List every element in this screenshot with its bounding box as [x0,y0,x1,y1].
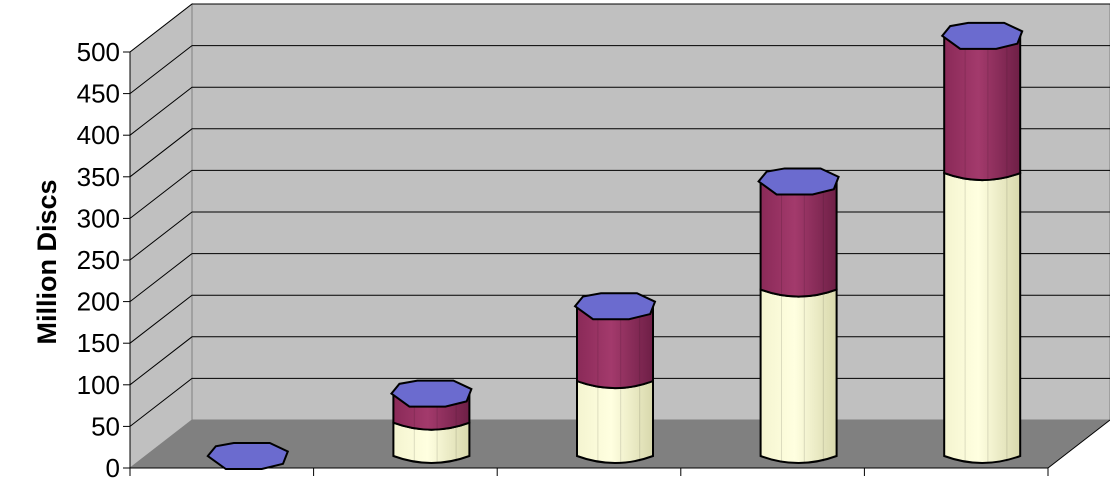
bar-segment [943,172,1022,464]
gridline-450 [129,45,1110,94]
gridline-350 [129,128,1110,178]
bar-top [389,379,473,408]
y-tick-label: 500 [77,37,120,67]
bar-segment [576,380,654,464]
bar-segment [392,421,471,464]
y-tick-label: 0 [106,453,120,483]
floor-edge [1047,419,1110,469]
bar-group [389,379,473,464]
bar-top [206,442,290,470]
gridline-500 [129,3,1110,53]
y-tick-label: 300 [77,203,120,233]
bar-segment [943,34,1022,182]
y-tick-label: 350 [77,162,120,192]
y-tick-label: 100 [77,370,120,400]
bar-group [940,21,1024,464]
gridline-400 [129,86,1110,136]
y-tick-labels: 0 50 100 150 200 250 300 350 400 450 500 [77,37,120,483]
y-tick-label: 50 [91,411,120,441]
bar-top [757,167,840,196]
bar-segment [576,305,654,390]
bar-top [573,292,657,321]
y-tick-label: 200 [77,287,120,317]
bar-segment [759,180,838,298]
y-tick-label: 250 [77,245,120,275]
y-axis-label: Million Discs [32,179,62,344]
y-tick-label: 150 [77,328,120,358]
bar-segment [759,288,838,464]
bars [206,21,1024,470]
bar-group [573,292,657,464]
y-tick-label: 450 [77,79,120,109]
bar-top [940,21,1024,50]
axes [123,51,1110,476]
bar-group [206,442,290,470]
y-tick-label: 400 [77,120,120,150]
bar-group [757,167,840,464]
